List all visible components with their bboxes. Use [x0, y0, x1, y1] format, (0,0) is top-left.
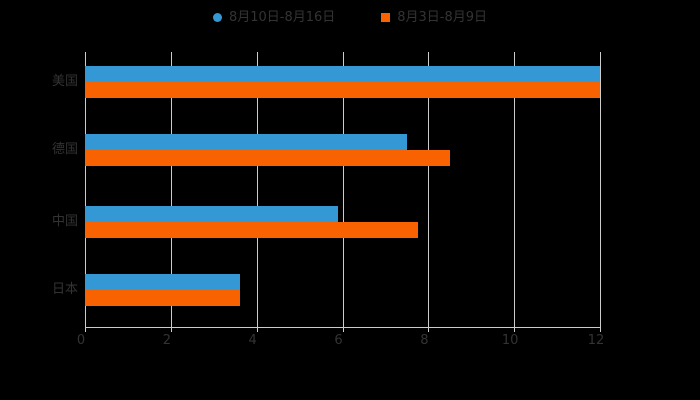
x-axis-tick-label: 6: [334, 333, 343, 348]
bar[interactable]: [85, 222, 418, 238]
x-axis-tick: [514, 327, 516, 332]
x-axis-tick-label: 12: [587, 333, 605, 348]
y-axis-category-label: 日本: [51, 282, 78, 297]
gridline: [514, 52, 516, 327]
legend-dot-icon: [212, 12, 222, 22]
y-axis-category-label: 德国: [51, 142, 78, 157]
x-axis-tick: [256, 327, 258, 332]
bar[interactable]: [85, 274, 240, 290]
x-axis-tick-label: 0: [76, 333, 86, 348]
plot-area: [85, 52, 601, 327]
bar[interactable]: [85, 134, 407, 150]
bar[interactable]: [85, 82, 600, 98]
bar[interactable]: [85, 66, 600, 82]
y-axis-category-label: 中国: [51, 214, 78, 229]
x-axis-tick-label: 8: [420, 333, 429, 348]
x-axis-tick: [85, 327, 86, 332]
gridline: [256, 52, 258, 327]
gridline: [170, 52, 172, 327]
legend-square-icon: [381, 12, 391, 22]
x-axis-tick-label: 2: [162, 333, 171, 348]
x-axis-tick: [170, 327, 172, 332]
x-axis-tick-label: 4: [248, 333, 257, 348]
gridline: [600, 52, 601, 327]
bar[interactable]: [85, 290, 240, 306]
legend-item-label: 8月10日-8月16日: [228, 9, 336, 25]
legend-item[interactable]: 8月10日-8月16日: [212, 9, 336, 25]
legend-item[interactable]: 8月3日-8月9日: [381, 11, 487, 24]
bar[interactable]: [85, 206, 339, 222]
legend-item-label: 8月3日-8月9日: [397, 9, 488, 25]
chart-legend: 8月10日-8月16日 8月3日-8月9日: [0, 4, 700, 30]
gridline: [85, 52, 86, 327]
gridline: [428, 52, 430, 327]
x-axis-tick: [342, 327, 344, 332]
gridline: [342, 52, 344, 327]
x-axis-tick-label: 10: [501, 333, 519, 348]
bar[interactable]: [85, 150, 450, 166]
x-axis-tick: [600, 327, 601, 332]
x-axis-tick: [428, 327, 430, 332]
y-axis-category-label: 美国: [51, 74, 78, 89]
